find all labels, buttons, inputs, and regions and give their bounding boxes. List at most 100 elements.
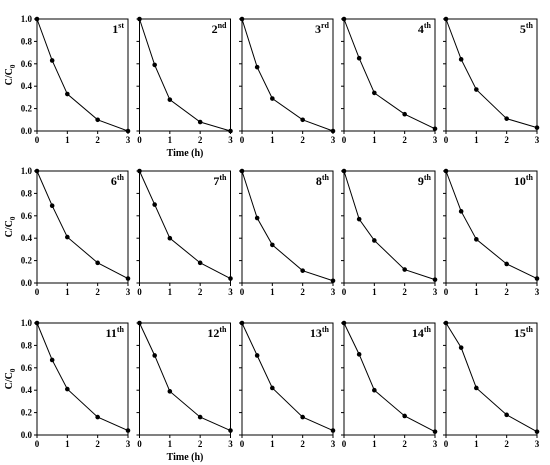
y-tick-label: 1.0 <box>21 14 33 24</box>
data-point <box>270 96 275 101</box>
panel-number: 2 <box>212 22 218 36</box>
data-point <box>402 111 407 117</box>
data-point <box>402 413 407 419</box>
data-point <box>228 128 233 134</box>
data-point <box>432 429 438 434</box>
x-tick-label: 0 <box>240 287 245 297</box>
panel-label: 13th <box>310 325 330 340</box>
panel: 0 1 2 3 14th <box>341 320 438 449</box>
x-tick-label: 2 <box>300 287 305 297</box>
x-tick-label: 3 <box>228 439 233 449</box>
panel-suffix: th <box>424 173 432 182</box>
data-point <box>49 58 55 63</box>
x-tick-label: 3 <box>433 135 438 145</box>
x-tick-label: 1 <box>65 439 70 449</box>
x-tick-label: 2 <box>402 135 407 145</box>
x-tick-label: 3 <box>228 287 233 297</box>
panel-label: 5th <box>520 21 534 36</box>
data-point <box>137 168 142 174</box>
y-tick-label: 0.8 <box>21 36 33 46</box>
x-tick-label: 1 <box>372 439 377 449</box>
data-point <box>152 353 157 358</box>
data-point <box>34 16 40 22</box>
data-point <box>504 261 509 267</box>
x-tick-label: 1 <box>474 439 479 449</box>
panel: 0 1 2 3 13th <box>239 320 336 449</box>
x-tick-label: 0 <box>240 439 245 449</box>
y-axis-label-main: C/C <box>4 68 15 85</box>
y-tick-label: 0.6 <box>21 211 33 221</box>
data-point <box>330 428 336 433</box>
x-tick-label: 3 <box>126 135 131 145</box>
x-tick-label: 2 <box>402 439 407 449</box>
data-point <box>167 235 173 241</box>
y-tick-label: 0.8 <box>21 340 33 350</box>
data-point <box>372 90 377 96</box>
data-point <box>228 428 233 433</box>
panel-label: 2nd <box>212 21 227 36</box>
panel-label: 7th <box>213 173 227 188</box>
x-tick-label: 0 <box>35 439 40 449</box>
x-tick-label: 0 <box>240 135 245 145</box>
panel-suffix: th <box>117 173 125 182</box>
x-tick-label: 2 <box>198 287 203 297</box>
data-point <box>137 16 142 22</box>
data-point <box>474 87 479 92</box>
panel: 0 1 2 3 4th <box>341 16 438 145</box>
x-tick-label: 0 <box>444 287 449 297</box>
plot-frame <box>241 322 334 436</box>
x-tick-label: 2 <box>504 287 509 297</box>
data-point <box>254 215 260 221</box>
data-point <box>167 389 173 394</box>
panel-label: 1st <box>112 21 124 36</box>
data-point <box>125 428 131 433</box>
panel-suffix: th <box>219 173 227 182</box>
panel-number: 10 <box>514 174 526 188</box>
y-tick-label: 0.4 <box>21 385 33 395</box>
panel-label: 12th <box>207 325 227 340</box>
x-tick-label: 2 <box>95 135 100 145</box>
plot-frame <box>139 322 231 436</box>
y-axis-label: C/C0 <box>4 64 17 85</box>
data-point <box>228 276 233 281</box>
data-point <box>34 320 40 326</box>
data-point <box>443 16 449 22</box>
y-tick-label: 0.2 <box>21 256 33 266</box>
x-tick-label: 3 <box>126 439 131 449</box>
data-point <box>372 387 377 393</box>
data-point <box>239 16 245 22</box>
data-point <box>356 55 362 61</box>
plot-frame <box>445 18 538 132</box>
panel-suffix: th <box>322 325 330 334</box>
x-tick-label: 1 <box>270 287 275 297</box>
panel-suffix: th <box>424 325 432 334</box>
data-point <box>34 168 40 174</box>
x-tick-label: 1 <box>270 439 275 449</box>
panel: 0 1 2 3 8th <box>239 168 336 297</box>
y-axis-label: C/C0 <box>4 368 17 389</box>
panel-suffix: st <box>118 21 124 30</box>
panel-number: 13 <box>310 326 322 340</box>
data-point <box>270 242 275 248</box>
data-point <box>95 414 100 420</box>
panel-label: 9th <box>418 173 432 188</box>
plot-frame <box>36 170 129 284</box>
data-point <box>95 260 100 266</box>
data-point <box>443 168 449 174</box>
x-tick-label: 2 <box>198 439 203 449</box>
data-point <box>474 237 479 242</box>
panel-number: 14 <box>412 326 424 340</box>
x-tick-label: 1 <box>372 135 377 145</box>
plot-frame <box>36 18 129 132</box>
data-point <box>504 116 509 121</box>
x-tick-label: 0 <box>137 287 142 297</box>
x-tick-label: 1 <box>65 135 70 145</box>
panel-label: 3rd <box>315 21 330 36</box>
data-point <box>330 128 336 134</box>
x-tick-label: 2 <box>198 135 203 145</box>
y-tick-label: 0.0 <box>21 126 33 136</box>
x-tick-label: 0 <box>35 135 40 145</box>
panel-number: 12 <box>207 326 219 340</box>
